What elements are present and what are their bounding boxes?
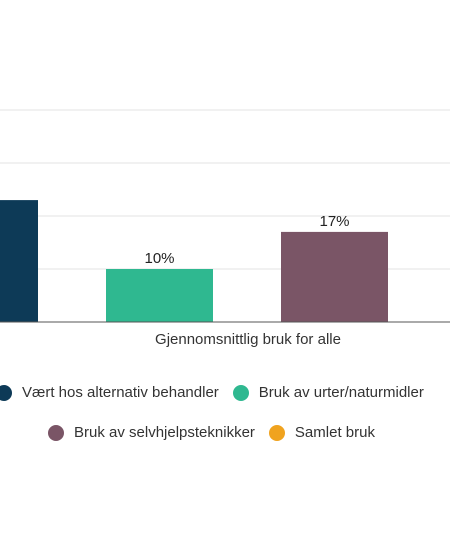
data-label-1: 10% [144, 250, 174, 267]
legend-label: Vært hos alternativ behandler [22, 384, 219, 401]
legend-swatch [268, 424, 285, 441]
bar-2[interactable] [281, 231, 388, 322]
bars: 23%10%17% [0, 200, 388, 322]
bar-0[interactable] [0, 200, 38, 322]
legend-label: Bruk av urter/naturmidler [258, 384, 424, 401]
legend-row-1: Vært hos alternativ behandler Bruk av ur… [0, 384, 438, 401]
legend-label: Samlet bruk [294, 424, 375, 441]
bar-chart: 23%10%17% Gjennomsnittlig bruk for alle [0, 109, 450, 348]
legend-item-samlet-bruk[interactable]: Samlet bruk [268, 424, 375, 441]
data-label-2: 17% [319, 213, 349, 230]
legend-row-2: Bruk av selvhjelpsteknikker Samlet bruk [48, 424, 389, 441]
x-axis-category-label: Gjennomsnittlig bruk for alle [155, 331, 341, 348]
legend-item-alternativ-behandler[interactable]: Vært hos alternativ behandler [0, 384, 219, 401]
legend-swatch [232, 384, 249, 401]
legend-label: Bruk av selvhjelpsteknikker [74, 424, 255, 441]
legend-item-selvhjelpsteknikker[interactable]: Bruk av selvhjelpsteknikker [48, 424, 255, 441]
legend-swatch [0, 384, 12, 401]
bar-1[interactable] [106, 269, 213, 322]
legend-item-urter-naturmidler[interactable]: Bruk av urter/naturmidler [232, 384, 424, 401]
legend-swatch [48, 424, 64, 441]
